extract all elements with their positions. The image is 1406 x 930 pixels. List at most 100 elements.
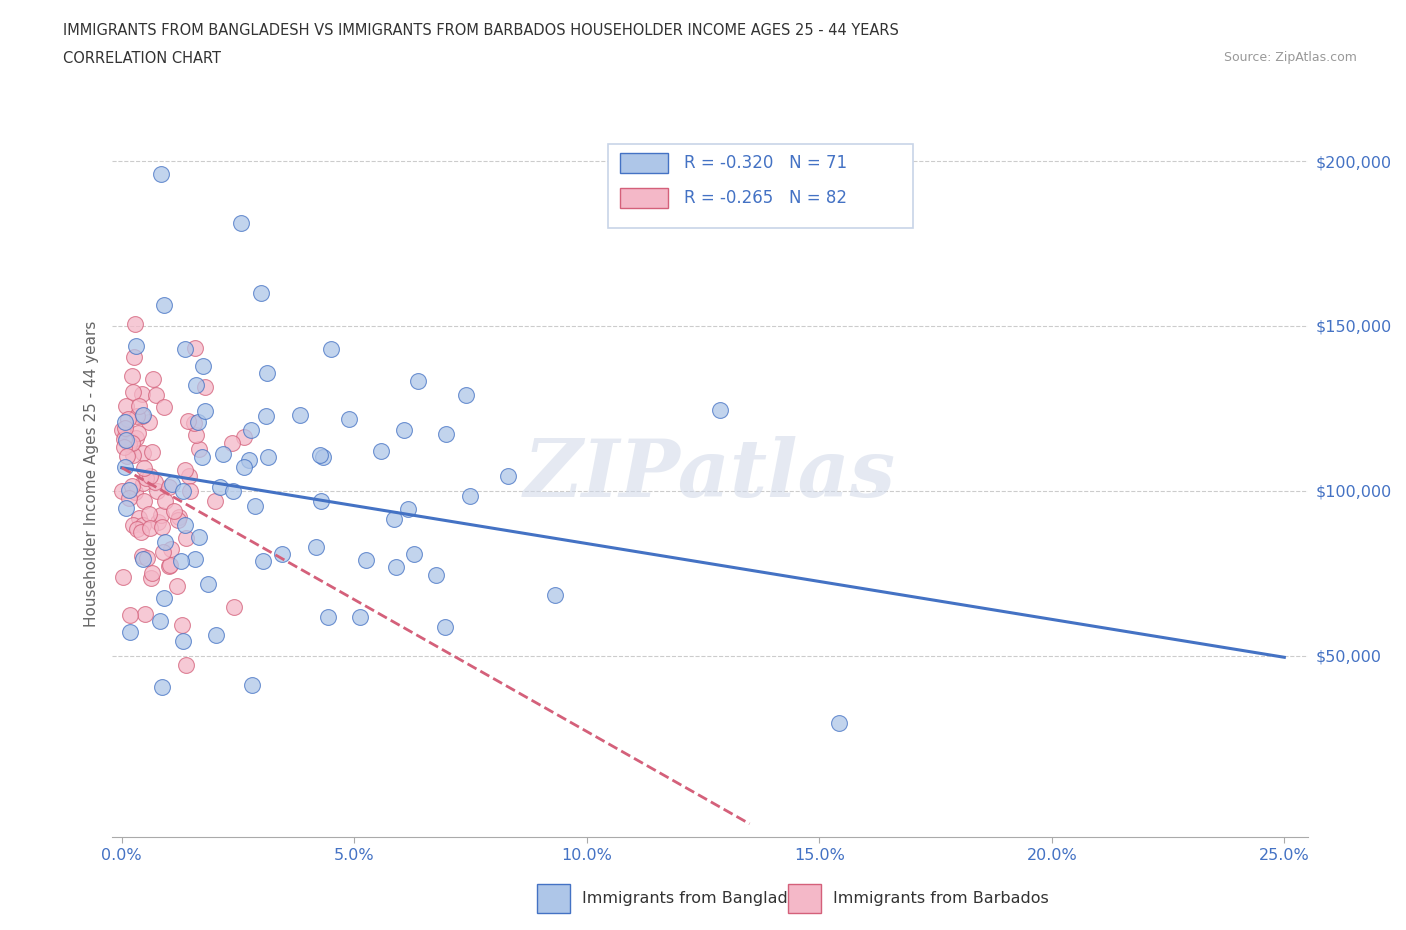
Point	[136, 551, 159, 565]
Point	[132, 408, 155, 423]
Point	[174, 531, 197, 546]
Point	[183, 415, 205, 430]
Text: Immigrants from Barbados: Immigrants from Barbados	[834, 891, 1049, 906]
Point	[111, 484, 134, 498]
Point	[132, 475, 155, 490]
Point	[138, 414, 160, 429]
Point	[148, 514, 170, 529]
Point	[496, 468, 519, 483]
Point	[112, 432, 135, 446]
Point	[111, 422, 134, 437]
Point	[117, 490, 139, 505]
Point	[382, 512, 405, 526]
Point	[252, 553, 274, 568]
Point	[184, 428, 207, 443]
Point	[139, 521, 162, 536]
Point	[125, 522, 148, 537]
Point	[197, 576, 219, 591]
Text: ZIPatlas: ZIPatlas	[524, 435, 896, 513]
Point	[167, 512, 190, 527]
Point	[170, 618, 193, 632]
Point	[131, 549, 153, 564]
Point	[150, 166, 173, 181]
Point	[132, 460, 155, 475]
Point	[173, 463, 195, 478]
Point	[153, 591, 176, 605]
Point	[118, 607, 141, 622]
Point	[114, 428, 136, 443]
Point	[139, 571, 162, 586]
Point	[129, 525, 152, 539]
Point	[392, 423, 415, 438]
Point	[193, 359, 215, 374]
FancyBboxPatch shape	[609, 144, 914, 228]
FancyBboxPatch shape	[620, 153, 668, 173]
Point	[309, 447, 332, 462]
Point	[131, 387, 153, 402]
Text: CORRELATION CHART: CORRELATION CHART	[63, 51, 221, 66]
Point	[143, 474, 166, 489]
Point	[112, 440, 135, 455]
Point	[127, 425, 149, 440]
Point	[254, 408, 277, 423]
Point	[257, 449, 280, 464]
FancyBboxPatch shape	[620, 188, 668, 208]
Point	[319, 341, 342, 356]
Point	[222, 484, 245, 498]
Point	[114, 460, 136, 475]
Point	[114, 420, 136, 435]
Point	[288, 407, 311, 422]
Point	[167, 510, 190, 525]
Point	[122, 517, 145, 532]
Point	[132, 445, 155, 460]
Point	[222, 599, 245, 614]
Text: Source: ZipAtlas.com: Source: ZipAtlas.com	[1223, 51, 1357, 64]
Point	[177, 469, 200, 484]
Point	[232, 430, 254, 445]
Point	[150, 680, 173, 695]
Point	[121, 384, 143, 399]
Point	[124, 316, 146, 331]
Point	[312, 449, 335, 464]
Point	[132, 517, 155, 532]
Point	[128, 399, 150, 414]
Point	[433, 620, 456, 635]
Point	[173, 342, 195, 357]
Point	[160, 477, 183, 492]
Point	[118, 433, 141, 448]
Point	[188, 442, 211, 457]
Point	[193, 404, 215, 418]
Point	[174, 517, 197, 532]
Point	[212, 446, 235, 461]
Point	[174, 658, 197, 672]
Point	[145, 388, 167, 403]
Point	[231, 216, 253, 231]
Point	[434, 427, 457, 442]
Point	[828, 715, 851, 730]
Point	[134, 606, 156, 621]
Point	[188, 529, 211, 544]
Point	[233, 459, 256, 474]
Point	[153, 493, 176, 508]
Point	[456, 388, 478, 403]
Point	[115, 448, 138, 463]
Point	[159, 557, 181, 572]
Point	[172, 633, 194, 648]
Point	[134, 493, 156, 508]
Point	[183, 551, 205, 566]
Point	[170, 554, 193, 569]
Point	[118, 482, 141, 497]
Point	[125, 408, 148, 423]
Point	[157, 558, 180, 573]
Y-axis label: Householder Income Ages 25 - 44 years: Householder Income Ages 25 - 44 years	[84, 321, 100, 628]
Text: Immigrants from Bangladesh: Immigrants from Bangladesh	[582, 891, 817, 906]
Point	[121, 478, 143, 493]
Point	[114, 500, 136, 515]
Point	[238, 453, 260, 468]
Point	[240, 677, 263, 692]
Text: R = -0.320   N = 71: R = -0.320 N = 71	[683, 154, 846, 172]
Point	[709, 403, 731, 418]
Point	[205, 627, 228, 642]
Point	[135, 471, 157, 485]
Point	[125, 339, 148, 353]
